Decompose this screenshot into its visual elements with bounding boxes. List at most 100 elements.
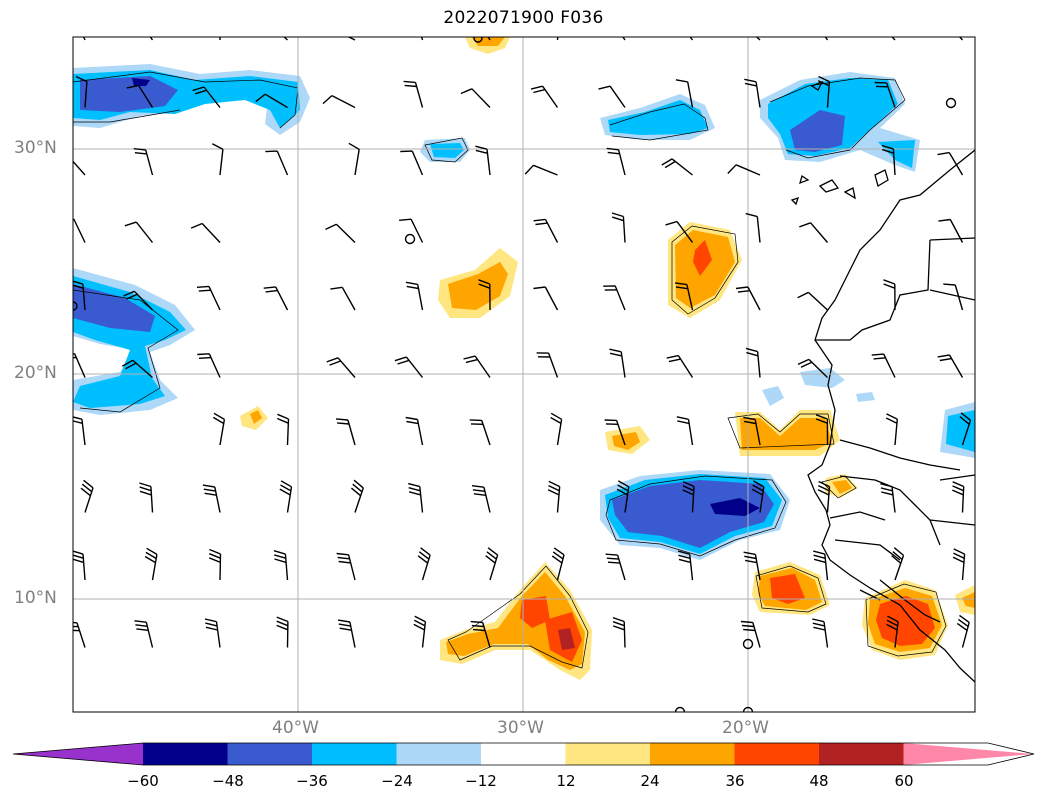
colorbar-segment: [819, 743, 905, 765]
colorbar-segment: [650, 743, 736, 765]
wind-barb: [883, 279, 896, 311]
wind-barb: [817, 75, 831, 108]
wind-barb: [470, 620, 491, 648]
wind-barb: [335, 418, 356, 446]
colorbar-outline: [12, 742, 1035, 766]
wind-barb: [959, 412, 972, 446]
wind-barb: [73, 550, 86, 581]
wind-barb: [744, 78, 761, 108]
colorbar-segment: [481, 743, 567, 765]
wind-barb: [937, 151, 964, 176]
wind-barb: [556, 37, 559, 41]
wind-barb: [255, 93, 288, 109]
wind-barb: [73, 218, 86, 243]
positive-anomaly-fills: [240, 37, 975, 680]
wind-barb: [533, 218, 559, 243]
wind-barb: [265, 150, 289, 176]
latitude-label-10n: 10°N: [14, 588, 57, 608]
wind-barb: [139, 482, 154, 513]
longitude-label-20w: 20°W: [722, 718, 769, 738]
plot-title: 2022071900 F036: [443, 8, 604, 28]
wind-barb: [348, 142, 360, 176]
wind-barb: [197, 353, 221, 378]
colorbar-extend-high: [903, 743, 1034, 765]
wind-barb: [880, 483, 896, 513]
wind-barb: [337, 619, 356, 648]
colorbar-tick-label: −24: [381, 772, 413, 790]
wind-barb: [123, 290, 154, 311]
colorbar-segment: [565, 743, 651, 765]
wind-barb: [530, 85, 559, 108]
wind-barb: [73, 416, 86, 446]
wind-barb: [609, 348, 626, 378]
wind-barb: [219, 37, 221, 41]
wind-barb: [336, 552, 356, 581]
wind-barb: [605, 553, 626, 581]
wind-barb: [211, 143, 224, 176]
colorbar-tick-label: 12: [556, 772, 576, 790]
wind-barb: [952, 548, 966, 581]
wind-barb: [277, 413, 290, 446]
wind-barb: [400, 150, 424, 176]
wind-barbs: [73, 37, 972, 648]
wind-barb: [740, 620, 761, 648]
wind-barb: [124, 221, 154, 243]
wind-barb: [405, 281, 424, 311]
wind-barb: [551, 547, 565, 581]
colorbar-tick-label: 24: [640, 772, 660, 790]
wind-barb: [212, 412, 226, 446]
wind-barb: [192, 86, 221, 108]
wind-barb: [797, 291, 828, 311]
wind-barb: [82, 37, 86, 41]
wind-barb: [80, 479, 94, 513]
wind-barb: [611, 212, 626, 243]
wind-barb: [677, 550, 694, 581]
wind-barb: [413, 615, 427, 648]
wind-barb: [208, 548, 222, 581]
colorbar-tick-label: −60: [127, 772, 159, 790]
wind-barb: [797, 358, 828, 379]
wind-barb: [666, 354, 694, 378]
wind-barb: [350, 479, 364, 513]
wind-barb: [533, 286, 559, 311]
wind-barb: [73, 160, 86, 176]
negative-anomaly-fills: [73, 64, 975, 560]
wind-barb: [478, 279, 491, 311]
wind-barb: [190, 222, 221, 243]
wind-barb: [743, 551, 761, 581]
colorbar-tick-label: 36: [725, 772, 745, 790]
wind-barb: [420, 37, 424, 41]
wind-barb: [938, 218, 964, 243]
wind-barb: [196, 285, 221, 311]
wind-barb: [661, 158, 693, 176]
wind-barb: [604, 419, 626, 446]
wind-barb: [475, 145, 491, 176]
wind-barb: [204, 618, 221, 648]
wind-barb: [279, 480, 293, 513]
wind-barb: [743, 416, 761, 446]
wind-barb: [485, 547, 499, 581]
colorbar-tick-label: −48: [212, 772, 244, 790]
wind-barb: [524, 164, 558, 176]
wind-barb: [674, 282, 694, 311]
wind-barb: [665, 220, 694, 243]
wind-barb: [463, 355, 491, 378]
latitude-label-30n: 30°N: [14, 138, 57, 158]
calm-wind-circles: [73, 37, 957, 712]
colorbar-tick-label: −12: [465, 772, 497, 790]
coastlines: [790, 80, 975, 683]
wind-barb: [471, 485, 491, 513]
wind-barb: [956, 614, 970, 648]
colorbar-tick-label: −36: [296, 772, 328, 790]
colorbar-tick-label: 60: [894, 772, 914, 790]
wind-barb: [745, 212, 761, 243]
wind-barb: [330, 286, 356, 311]
wind-barb: [616, 480, 630, 513]
wind-barb: [735, 286, 761, 311]
wind-barb: [612, 616, 626, 648]
wind-barb: [408, 482, 424, 513]
wind-barb: [812, 618, 829, 648]
wind-barb: [675, 79, 694, 108]
wind-barb: [202, 484, 221, 513]
wind-barb: [276, 616, 289, 648]
